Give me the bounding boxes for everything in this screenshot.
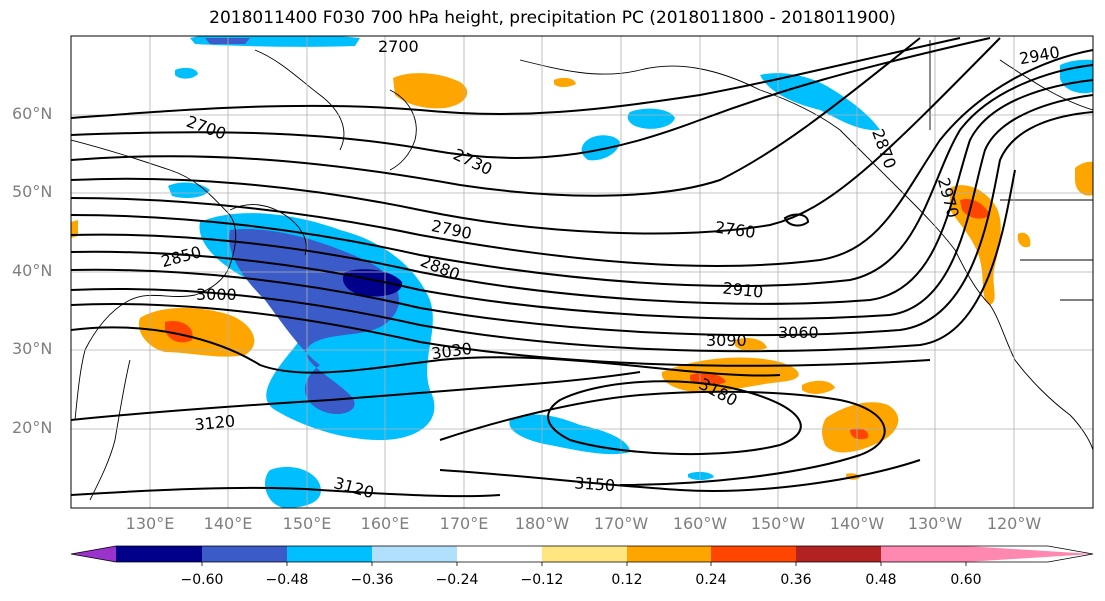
- lon-tick-label: 170°W: [593, 514, 649, 533]
- colorbar-segment: [116, 546, 202, 562]
- lon-tick-label: 160°E: [360, 514, 410, 533]
- colorbar-extend-left: [71, 546, 116, 562]
- lon-tick-label: 150°E: [282, 514, 332, 533]
- lat-tick-label: 40°N: [12, 261, 53, 280]
- colorbar-label: −0.24: [435, 572, 479, 588]
- positive-anomaly-shading: [71, 73, 1093, 480]
- lon-tick-label: 180°W: [514, 514, 570, 533]
- contour-label: 3120: [194, 411, 236, 434]
- lon-tick-label: 140°W: [829, 514, 885, 533]
- colorbar-segment: [372, 546, 457, 562]
- lon-tick-label: 150°W: [750, 514, 806, 533]
- colorbar-segment: [796, 546, 881, 562]
- colorbar-label: −0.36: [350, 572, 394, 588]
- colorbar-ticks: [201, 562, 967, 566]
- lat-tick-label: 30°N: [12, 339, 53, 358]
- colorbar-label: 0.36: [780, 572, 812, 588]
- colorbar-label: 0.24: [695, 572, 727, 588]
- lat-tick-label: 60°N: [12, 104, 53, 123]
- lat-tick-label: 20°N: [12, 418, 53, 437]
- coastlines: [71, 40, 1093, 501]
- lat-tick-label: 50°N: [12, 182, 53, 201]
- colorbar-label: 0.60: [950, 572, 982, 588]
- map-layers: 2700 2700 2730 2790 2760 2850 2880 2910 …: [71, 36, 1093, 508]
- colorbar: [70, 545, 1094, 566]
- map-title: 2018011400 F030 700 hPa height, precipit…: [209, 8, 896, 28]
- contour-label: 2700: [378, 37, 419, 56]
- lon-tick-label: 130°W: [907, 514, 963, 533]
- contour-label: 2910: [722, 278, 764, 301]
- colorbar-label: −0.12: [520, 572, 564, 588]
- colorbar-outline: [70, 545, 1094, 563]
- lon-tick-label: 170°E: [439, 514, 489, 533]
- contour-label: 3000: [196, 285, 237, 304]
- lon-tick-label: 160°W: [672, 514, 728, 533]
- colorbar-extend-right: [966, 546, 1093, 562]
- colorbar-segment: [542, 546, 627, 562]
- lon-tick-label: 140°E: [203, 514, 253, 533]
- colorbar-label: −0.48: [265, 572, 309, 588]
- colorbar-segment: [287, 546, 372, 562]
- colorbar-segment: [627, 546, 711, 562]
- graticule: [71, 36, 1093, 508]
- height-contours: [71, 37, 1093, 498]
- lon-tick-label: 120°W: [986, 514, 1042, 533]
- colorbar-segment: [202, 546, 287, 562]
- contour-label: 3150: [574, 473, 616, 495]
- contour-label: 3090: [706, 331, 747, 350]
- colorbar-label: −0.60: [180, 572, 224, 588]
- contour-label: 3060: [778, 323, 819, 342]
- colorbar-label: 0.48: [865, 572, 897, 588]
- colorbar-segment: [457, 546, 542, 562]
- lon-tick-label: 130°E: [125, 514, 175, 533]
- colorbar-segment: [711, 546, 796, 562]
- colorbar-segment: [881, 546, 966, 562]
- colorbar-label: 0.12: [611, 572, 643, 588]
- map-frame: [70, 35, 1094, 509]
